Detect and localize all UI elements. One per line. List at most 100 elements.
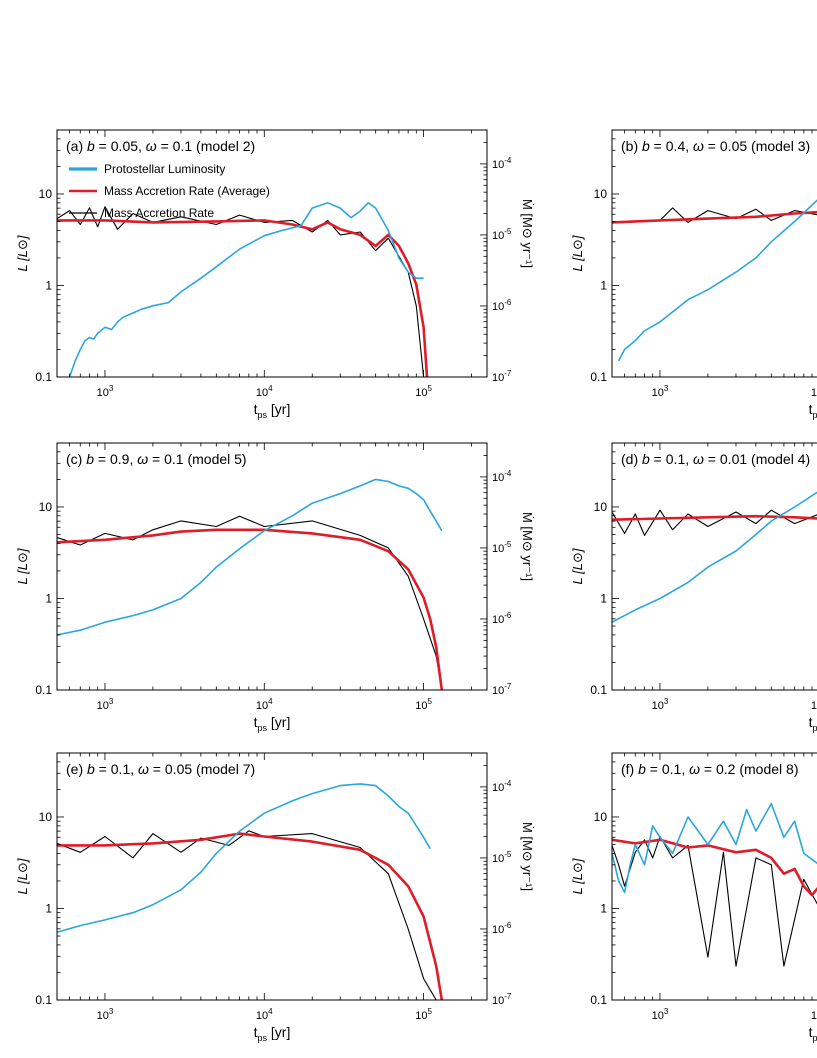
x-tick-base: 10	[97, 387, 109, 399]
panel-title-comma: ,	[129, 451, 137, 467]
y-tick-label: 0.1	[590, 683, 607, 697]
series-line-luminosity	[68, 202, 424, 377]
panel-title-b-symbol: b	[638, 761, 646, 777]
x-tick-base: 10	[652, 1010, 664, 1022]
legend-label: Mass Accretion Rate	[104, 206, 214, 220]
panel-title-equals: =	[650, 451, 666, 467]
y-axis-label: L [L⊙]	[15, 548, 30, 584]
panel-title-equals: =	[704, 138, 720, 154]
y2-tick-exp: -5	[504, 227, 512, 236]
x-tick-label: 104	[811, 1007, 817, 1022]
y-tick-label: 1	[600, 591, 607, 605]
x-axis-label-sub: ps	[258, 723, 268, 733]
panel-title-omega-value: 0.2	[716, 761, 736, 777]
panel-title-equals: =	[700, 761, 716, 777]
y-tick-label: 0.1	[35, 683, 52, 697]
series-line-accretion-average	[612, 210, 817, 224]
panel-title-b-value: 0.4	[666, 138, 686, 154]
panel-title-b-value: 0.1	[111, 761, 131, 777]
y2-tick-base: 10	[492, 472, 504, 484]
series-line-accretion	[57, 515, 443, 690]
panel-title-equals: =	[650, 138, 666, 154]
legend-label: Protostellar Luminosity	[104, 162, 225, 176]
y2-tick-label: 10-6	[492, 611, 512, 626]
y-tick-label: 10	[39, 810, 53, 824]
x-tick-exp: 3	[664, 697, 669, 706]
panel-title-omega-value: 0.01	[720, 451, 747, 467]
panel-title-equals: =	[148, 451, 164, 467]
panel-title-omega-symbol: ω	[146, 138, 157, 154]
x-tick-exp: 4	[268, 384, 273, 393]
x-tick-exp: 5	[427, 1007, 432, 1016]
y-axis-label: L [L⊙]	[15, 858, 30, 894]
panel-title-equals: =	[94, 451, 110, 467]
legend-label: Mass Accretion Rate (Average)	[104, 184, 270, 198]
legend: Protostellar Luminosity Mass Accretion Ra…	[69, 162, 270, 220]
panel-title-b-value: 0.05	[111, 138, 138, 154]
panel-title-comma: ,	[685, 451, 693, 467]
x-tick-exp: 4	[268, 697, 273, 706]
x-tick-exp: 3	[109, 384, 114, 393]
x-tick-label: 103	[97, 384, 114, 399]
x-tick-base: 10	[256, 700, 268, 712]
panel-title-comma: ,	[685, 138, 693, 154]
panel-title-equals: =	[149, 761, 165, 777]
y2-tick-base: 10	[492, 853, 504, 865]
panel-title-prefix: (a)	[66, 138, 87, 154]
plot-frame	[611, 752, 817, 1001]
y2-tick-label: 10-7	[492, 369, 512, 384]
x-axis-label: tps [yr]	[254, 714, 291, 733]
series-group	[57, 783, 444, 1000]
panel-d: 1031040.1110tps [yr]L [L⊙](d) b = 0.1, ω…	[570, 442, 817, 733]
panel-title-prefix: (f)	[621, 761, 638, 777]
y2-tick-exp: -5	[504, 540, 512, 549]
series-line-luminosity	[612, 491, 817, 623]
y2-tick-base: 10	[492, 159, 504, 171]
y-tick-label: 1	[600, 278, 607, 292]
panel-f: 1031040.1110tps [yr]L [L⊙](f) b = 0.1, ω…	[570, 752, 817, 1043]
x-tick-base: 10	[415, 387, 427, 399]
x-tick-label: 103	[652, 1007, 669, 1022]
y2-tick-exp: -6	[504, 298, 512, 307]
panel-title-omega-symbol: ω	[138, 761, 149, 777]
y-tick-label: 1	[45, 278, 52, 292]
series-line-luminosity	[612, 802, 817, 894]
plot-frame	[56, 442, 488, 691]
y2-tick-base: 10	[492, 782, 504, 794]
x-axis-label-unit: [yr]	[267, 714, 290, 730]
y-tick-label: 10	[594, 810, 608, 824]
panel-title-model: (model 7)	[192, 761, 255, 777]
y-tick-label: 10	[594, 500, 608, 514]
panel-title-b-symbol: b	[87, 761, 95, 777]
series-group	[612, 199, 817, 362]
x-axis-label-sub: ps	[813, 1033, 817, 1043]
x-tick-exp: 5	[427, 384, 432, 393]
panel-title-omega-value: 0.1	[164, 451, 184, 467]
y2-tick-label: 10-6	[492, 921, 512, 936]
y2-tick-label: 10-7	[492, 682, 512, 697]
series-line-accretion	[612, 509, 817, 536]
series-line-luminosity	[57, 478, 443, 636]
panel-title-equals: =	[95, 761, 111, 777]
x-axis-label-main: t	[254, 1024, 258, 1040]
y-tick-label: 10	[39, 187, 53, 201]
x-tick-base: 10	[811, 700, 817, 712]
panel-title-omega-symbol: ω	[137, 451, 148, 467]
panel-title-comma: ,	[138, 138, 146, 154]
panel-title-omega-symbol: ω	[689, 761, 700, 777]
panel-title-model: (model 4)	[747, 451, 810, 467]
x-axis-label: tps [yr]	[254, 401, 291, 420]
x-axis-label: tps [yr]	[809, 401, 817, 420]
series-line-accretion-average	[57, 528, 444, 690]
x-tick-label: 104	[256, 384, 273, 399]
x-tick-label: 103	[652, 384, 669, 399]
panel-title-b-value: 0.1	[662, 761, 682, 777]
x-axis-label-sub: ps	[258, 1033, 268, 1043]
panel-title: (d) b = 0.1, ω = 0.01 (model 4)	[621, 451, 810, 467]
y2-tick-label: 10-6	[492, 298, 512, 313]
panel-title-comma: ,	[681, 761, 689, 777]
y-axis-label: L [L⊙]	[570, 548, 585, 584]
y2-tick-label: 10-5	[492, 227, 512, 242]
